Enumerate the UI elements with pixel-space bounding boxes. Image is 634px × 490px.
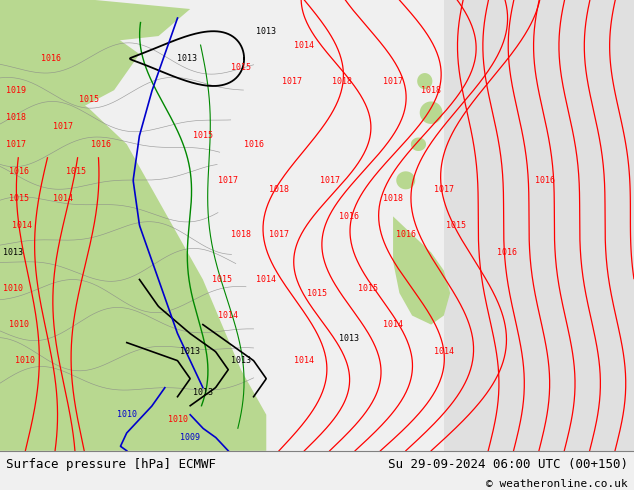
- Text: 1016: 1016: [535, 176, 555, 185]
- Text: Surface pressure [hPa] ECMWF: Surface pressure [hPa] ECMWF: [6, 458, 216, 471]
- Text: 1017: 1017: [269, 230, 289, 239]
- Text: 1019: 1019: [6, 86, 26, 95]
- Text: 1015: 1015: [446, 221, 467, 230]
- Text: 1018: 1018: [231, 230, 251, 239]
- Text: 1016: 1016: [41, 54, 61, 63]
- Text: 1010: 1010: [15, 356, 36, 365]
- Text: 1015: 1015: [9, 194, 29, 203]
- Text: 1015: 1015: [212, 275, 232, 284]
- Text: 1014: 1014: [383, 320, 403, 329]
- Polygon shape: [396, 172, 415, 189]
- Text: 1016: 1016: [396, 230, 416, 239]
- Text: 1013: 1013: [193, 388, 213, 397]
- Text: 1016: 1016: [9, 167, 29, 176]
- Text: 1015: 1015: [307, 289, 327, 297]
- Text: 1015: 1015: [231, 63, 251, 72]
- Text: 1014: 1014: [434, 347, 454, 356]
- Text: 1015: 1015: [193, 131, 213, 140]
- Polygon shape: [411, 138, 426, 151]
- Polygon shape: [0, 0, 139, 126]
- Polygon shape: [444, 0, 634, 451]
- Polygon shape: [420, 101, 443, 124]
- Text: 1018: 1018: [383, 194, 403, 203]
- Text: 1015: 1015: [358, 284, 378, 293]
- Text: 1010: 1010: [117, 410, 137, 419]
- Text: 1010: 1010: [9, 320, 29, 329]
- Text: 1018: 1018: [269, 185, 289, 194]
- Text: 1014: 1014: [53, 194, 74, 203]
- Text: 1017: 1017: [320, 176, 340, 185]
- Text: 1016: 1016: [243, 140, 264, 149]
- Text: 1015: 1015: [66, 167, 86, 176]
- Text: 1016: 1016: [91, 140, 112, 149]
- Polygon shape: [0, 0, 190, 45]
- Text: 1017: 1017: [434, 185, 454, 194]
- Text: 1014: 1014: [294, 356, 314, 365]
- Polygon shape: [417, 73, 432, 89]
- Text: 1017: 1017: [383, 76, 403, 86]
- Text: 1018: 1018: [332, 76, 353, 86]
- Text: 1013: 1013: [180, 347, 200, 356]
- Text: 1017: 1017: [53, 122, 74, 131]
- Text: 1016: 1016: [497, 248, 517, 257]
- Text: 1018: 1018: [421, 86, 441, 95]
- Polygon shape: [0, 54, 266, 451]
- Text: 1010: 1010: [3, 284, 23, 293]
- Text: 1017: 1017: [281, 76, 302, 86]
- Text: 1016: 1016: [339, 212, 359, 221]
- Polygon shape: [393, 217, 450, 324]
- Text: 1010: 1010: [167, 415, 188, 424]
- Text: 1018: 1018: [6, 113, 26, 122]
- Text: 1013: 1013: [339, 334, 359, 343]
- Text: © weatheronline.co.uk: © weatheronline.co.uk: [486, 479, 628, 489]
- Text: 1014: 1014: [256, 275, 276, 284]
- Text: 1015: 1015: [79, 95, 99, 104]
- Text: 1017: 1017: [6, 140, 26, 149]
- Text: Su 29-09-2024 06:00 UTC (00+150): Su 29-09-2024 06:00 UTC (00+150): [387, 458, 628, 471]
- Text: 1013: 1013: [177, 54, 197, 63]
- Text: 1013: 1013: [3, 248, 23, 257]
- Text: 1014: 1014: [12, 221, 32, 230]
- Text: 1013: 1013: [256, 27, 276, 36]
- Text: 1014: 1014: [218, 311, 238, 320]
- Text: 1013: 1013: [231, 356, 251, 365]
- Text: 1017: 1017: [218, 176, 238, 185]
- Text: 1014: 1014: [294, 41, 314, 49]
- Text: 1009: 1009: [180, 433, 200, 442]
